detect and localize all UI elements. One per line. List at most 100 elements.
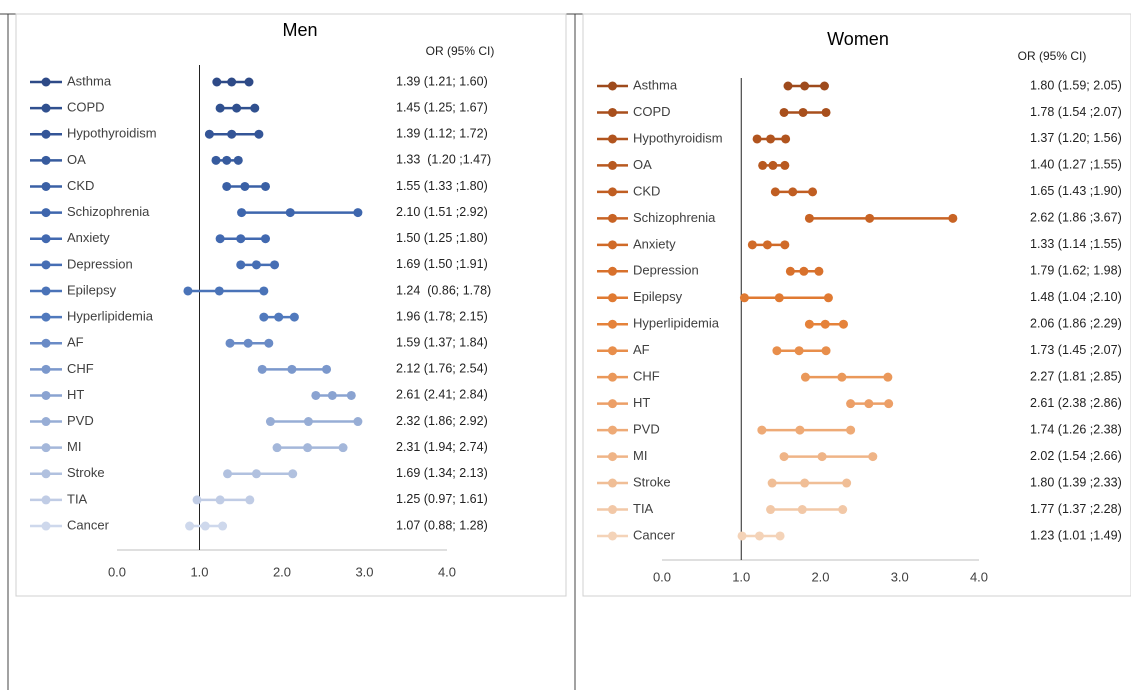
ci-upper [244,77,254,87]
ci-upper [838,319,848,329]
ci-upper [808,187,818,197]
category-label: Schizophrenia [633,210,716,225]
category-label: TIA [633,501,654,516]
legend-marker-dot [41,417,51,427]
ci-lower [779,107,789,117]
odds-ratio [795,425,805,435]
legend-marker-dot [608,187,617,197]
ci-lower [739,293,749,303]
ci-lower [204,129,214,139]
ci-lower [183,286,193,296]
odds-ratio [799,266,809,276]
chart-title: Women [827,29,889,49]
odds-ratio [243,338,253,348]
value-label: 1.50 (1.25 ;1.80) [396,231,488,245]
ci-upper [346,390,356,400]
odds-ratio [214,286,224,296]
ci-upper [780,160,790,170]
x-tick-label: 4.0 [438,564,456,579]
legend-marker-dot [41,364,51,374]
category-label: Hypothyroidism [633,130,723,145]
legend-marker-dot [608,319,617,329]
x-tick-label: 0.0 [653,569,671,584]
category-label: CHF [67,361,94,376]
category-label: OA [67,152,86,167]
ci-lower [211,155,221,165]
ci-lower [259,312,269,322]
value-label: 1.73 (1.45 ;2.07) [1030,343,1122,357]
ci-lower [785,266,795,276]
category-label: OA [633,157,652,172]
x-tick-label: 2.0 [811,569,829,584]
ci-upper [775,531,785,541]
ci-lower [757,425,767,435]
legend-marker-dot [608,425,617,435]
value-label: 2.27 (1.81 ;2.85) [1030,369,1122,383]
ci-lower [215,103,225,113]
legend-marker-dot [608,293,617,303]
category-label: AF [633,342,650,357]
category-label: Depression [633,263,699,278]
ci-upper [245,495,255,505]
ci-lower [265,417,275,427]
odds-ratio [303,417,313,427]
ci-lower [222,181,232,191]
x-tick-label: 0.0 [108,564,126,579]
ci-lower [185,521,195,531]
x-tick-label: 2.0 [273,564,291,579]
category-label: CKD [67,178,94,193]
legend-marker-dot [41,390,51,400]
category-label: Cancer [633,527,676,542]
odds-ratio [222,155,232,165]
ci-lower [752,134,762,144]
ci-lower [212,77,222,87]
odds-ratio [865,213,875,223]
ci-upper [264,338,274,348]
ci-lower [257,364,267,374]
odds-ratio [797,505,807,515]
value-label: 1.39 (1.21; 1.60) [396,74,488,88]
ci-upper [884,399,894,409]
legend-marker-dot [41,521,51,531]
x-tick-label: 4.0 [970,569,988,584]
legend-marker-dot [41,234,51,244]
column-header: OR (95% CI) [1018,49,1087,63]
category-label: Anxiety [633,236,676,251]
ci-upper [823,293,833,303]
legend-marker-dot [41,103,51,113]
ci-upper [261,181,270,191]
ci-upper [814,266,824,276]
category-label: Hyperlipidemia [67,309,154,324]
value-label: 1.96 (1.78; 2.15) [396,309,488,323]
ci-upper [948,213,958,223]
ci-upper [821,107,831,117]
odds-ratio [303,443,313,453]
category-label: COPD [67,100,105,115]
category-label: Cancer [67,517,110,532]
value-label: 1.48 (1.04 ;2.10) [1030,290,1122,304]
ci-lower [772,346,782,356]
odds-ratio [200,521,210,531]
value-label: 1.59 (1.37; 1.84) [396,335,488,349]
odds-ratio [800,478,810,488]
odds-ratio [287,364,297,374]
legend-marker-dot [41,312,51,322]
odds-ratio [236,234,246,244]
ci-upper [261,234,270,244]
ci-upper [250,103,260,113]
odds-ratio [817,452,827,462]
value-label: 1.07 (0.88; 1.28) [396,518,488,532]
legend-marker-dot [608,478,617,488]
value-label: 1.45 (1.25; 1.67) [396,100,488,114]
value-label: 2.32 (1.86; 2.92) [396,414,488,428]
category-label: PVD [67,413,94,428]
odds-ratio [766,134,776,144]
legend-marker-dot [608,266,617,276]
ci-upper [883,372,893,382]
odds-ratio [285,208,295,218]
legend-marker-dot [608,240,617,250]
category-label: Schizophrenia [67,204,150,219]
value-label: 1.55 (1.33 ;1.80) [396,179,488,193]
